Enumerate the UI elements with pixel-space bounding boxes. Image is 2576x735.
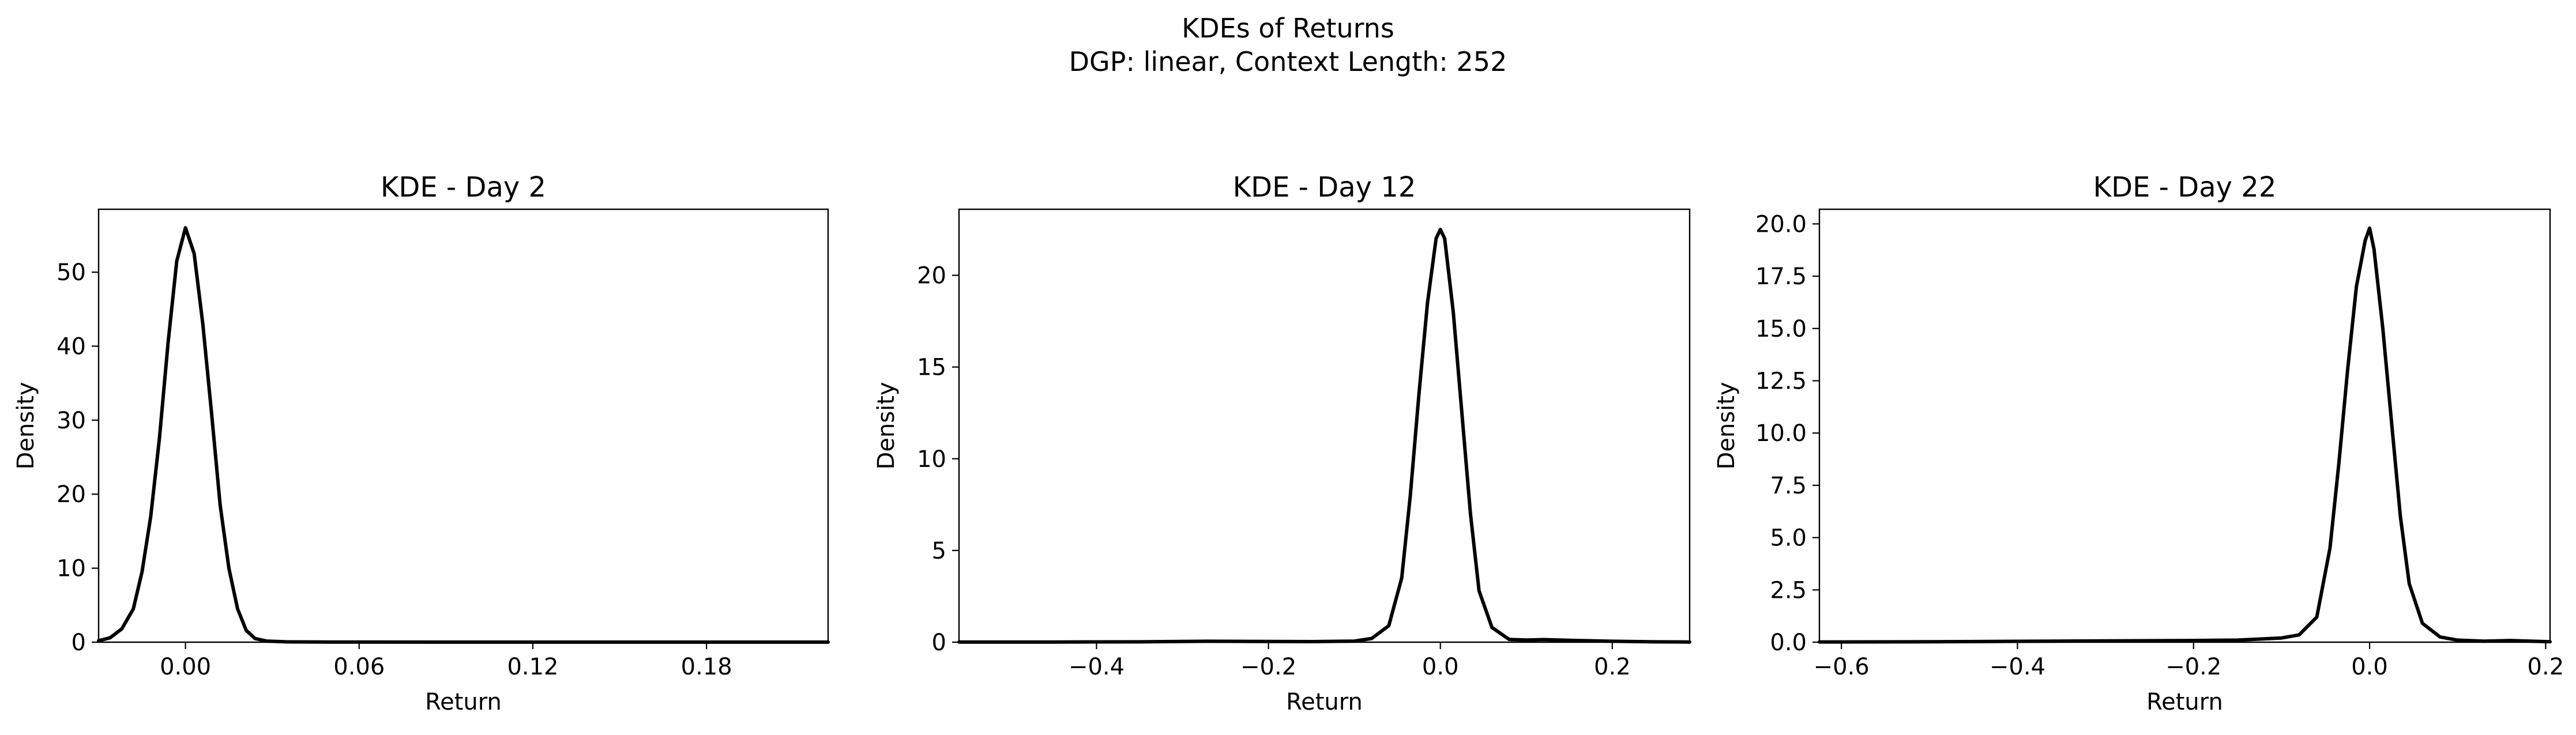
y-tick-label: 10	[917, 446, 946, 473]
x-tick-label: −0.4	[1990, 654, 2045, 680]
x-tick-label: 0.00	[160, 654, 211, 680]
x-tick-label: 0.12	[507, 654, 558, 680]
kde-curve-series-1	[957, 228, 1691, 644]
x-tick-label: 0.2	[2528, 654, 2564, 680]
y-tick-label: 12.5	[1755, 368, 1807, 394]
y-tick-label: 5.0	[1770, 525, 1807, 552]
y-tick-label: 15.0	[1755, 316, 1807, 342]
y-axis-label: Density	[873, 382, 900, 469]
y-tick-label: 15	[917, 355, 946, 381]
y-tick-label: 2.5	[1770, 577, 1807, 604]
y-tick-label: 7.5	[1770, 473, 1807, 499]
figure-title-line-1: KDEs of Returns	[1182, 13, 1394, 44]
x-tick-label: 0.0	[1422, 654, 1459, 680]
x-tick-label: −0.4	[1069, 654, 1125, 680]
kde-curve-series-1	[97, 226, 830, 644]
figure-title-line-2: DGP: linear, Context Length: 252	[1069, 46, 1507, 77]
figure-title: KDEs of Returns DGP: linear, Context Len…	[0, 12, 2576, 78]
x-tick-label: −0.2	[1240, 654, 1296, 680]
x-tick-label: −0.6	[1814, 654, 1870, 680]
y-axis-label: Density	[1713, 382, 1740, 469]
y-tick-label: 0	[932, 630, 946, 656]
subplot-title: KDE - Day 12	[1233, 171, 1416, 203]
x-tick-label: 0.2	[1594, 654, 1631, 680]
y-tick-label: 17.5	[1755, 263, 1807, 290]
subplot-title: KDE - Day 2	[381, 171, 546, 203]
x-axis-label: Return	[2146, 689, 2223, 715]
subplot-title: KDE - Day 22	[2093, 171, 2277, 203]
y-axis-label: Density	[13, 382, 39, 469]
y-tick-label: 50	[57, 259, 86, 286]
y-tick-label: 10.0	[1755, 420, 1807, 447]
kde-curve-series-1	[1818, 226, 2552, 644]
plot-frame	[97, 208, 829, 643]
y-tick-label: 20	[917, 263, 946, 289]
y-tick-label: 40	[57, 333, 86, 360]
plot-frame	[958, 208, 1691, 643]
x-axis-label: Return	[1286, 689, 1363, 715]
y-tick-label: 5	[932, 538, 946, 564]
y-tick-label: 0	[72, 630, 86, 656]
x-axis-label: Return	[425, 689, 502, 715]
plot-frame	[1818, 208, 2551, 643]
y-tick-label: 20	[57, 481, 86, 508]
x-tick-label: −0.2	[2165, 654, 2221, 680]
x-tick-label: 0.0	[2351, 654, 2388, 680]
x-tick-label: 0.18	[681, 654, 732, 680]
x-tick-label: 0.06	[333, 654, 385, 680]
y-tick-label: 0.0	[1770, 630, 1807, 656]
subplot-2: KDE - Day 12 −0.4 −0.2 0.0 0.2 0 5 10 15 20 Return…	[873, 171, 1691, 715]
y-tick-label: 10	[57, 556, 86, 582]
y-tick-label: 30	[57, 408, 86, 434]
y-tick-label: 20.0	[1755, 211, 1807, 238]
subplot-1: KDE - Day 2 0.00 0.06 0.12 0.18 0 10 20 30 40 50 Re…	[13, 171, 830, 715]
subplot-3: KDE - Day 22 −0.6 −0.4 −0.2 0.0 0.2 0.0 2.5 5.0 7…	[1713, 171, 2564, 715]
